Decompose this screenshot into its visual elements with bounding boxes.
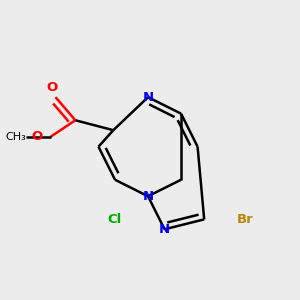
Text: N: N — [142, 91, 154, 103]
Text: CH₃: CH₃ — [5, 132, 26, 142]
Text: N: N — [159, 223, 170, 236]
Text: Cl: Cl — [108, 213, 122, 226]
Text: N: N — [142, 190, 154, 203]
Text: O: O — [46, 81, 58, 94]
Text: O: O — [31, 130, 42, 143]
Text: Br: Br — [237, 213, 254, 226]
